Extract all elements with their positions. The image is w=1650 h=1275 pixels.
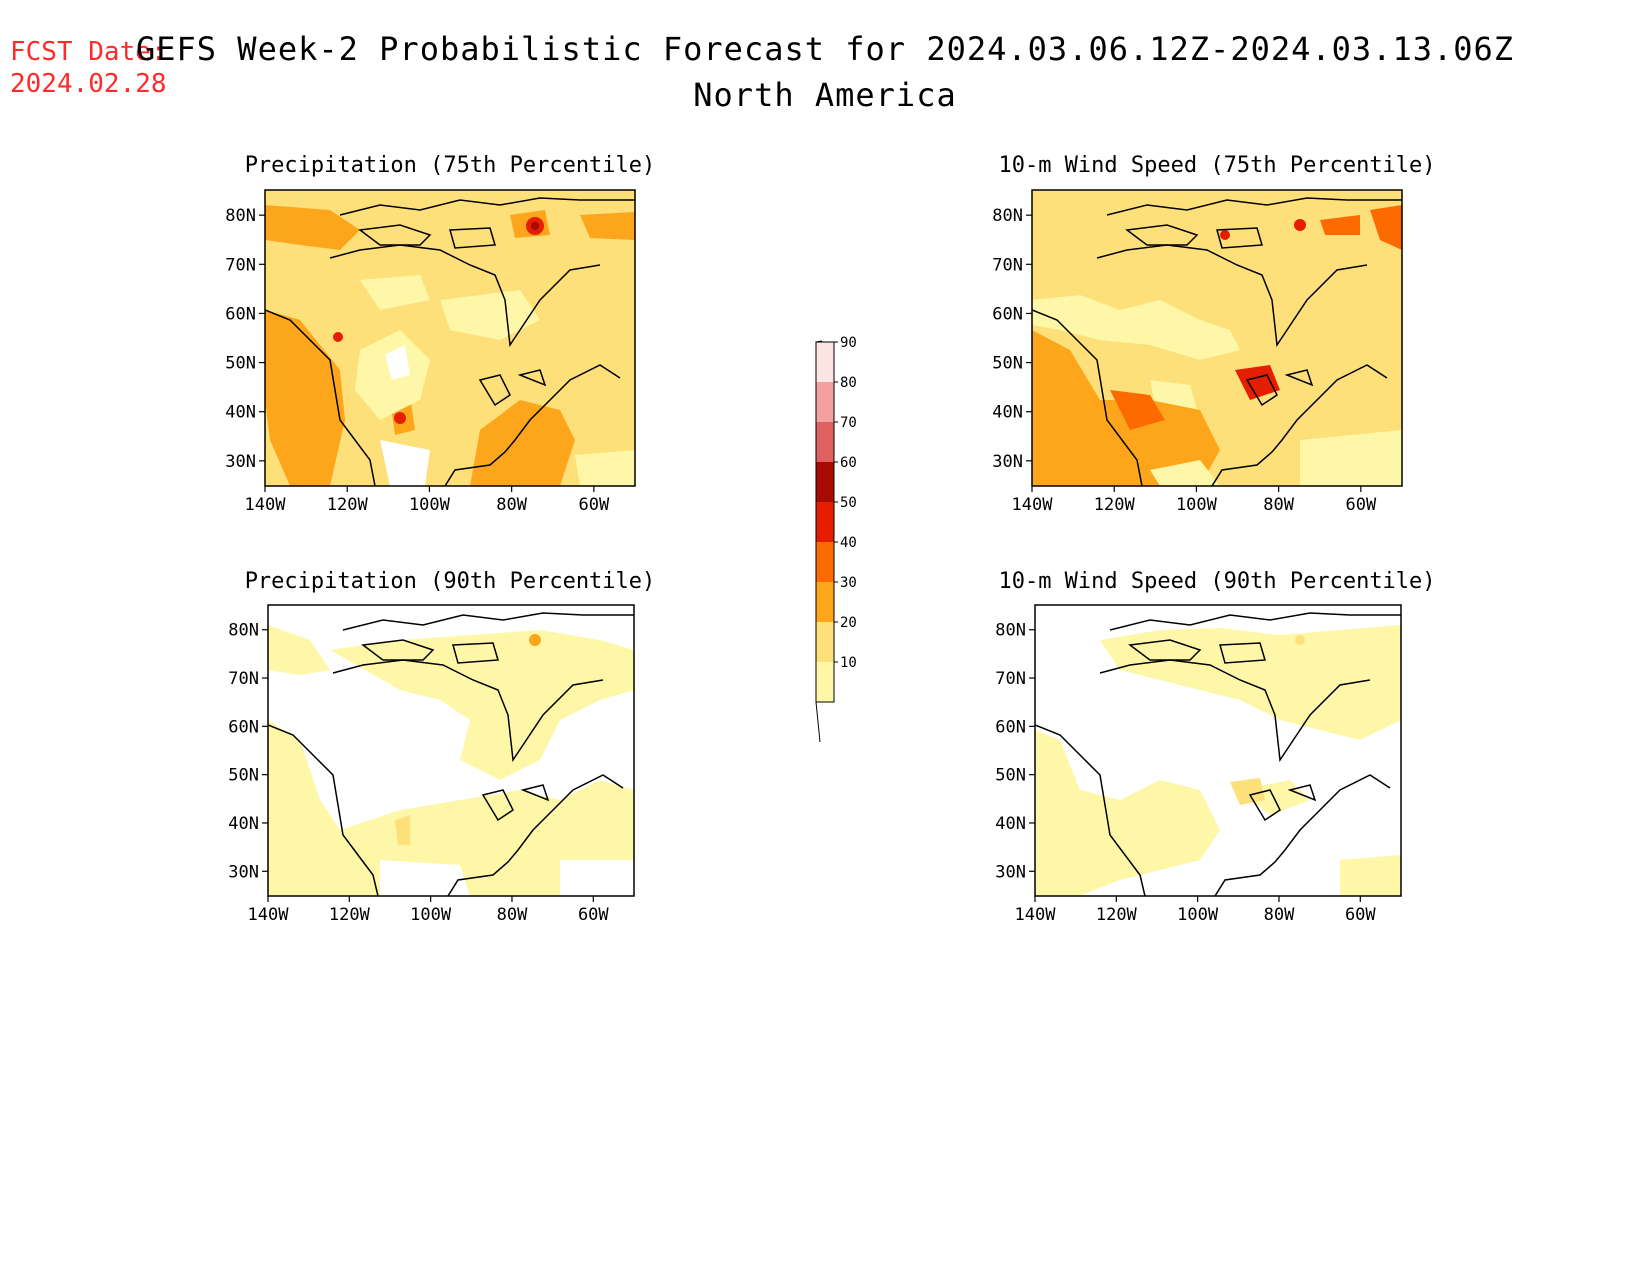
colorbar-swatch bbox=[816, 502, 834, 542]
lat-tick-label: 80N bbox=[995, 621, 1026, 641]
lat-tick-label: 80N bbox=[228, 621, 259, 641]
lon-tick-label: 100W bbox=[410, 905, 452, 925]
probability-field bbox=[268, 605, 634, 896]
lat-tick-label: 40N bbox=[228, 814, 259, 834]
coastline bbox=[265, 197, 635, 486]
lon-tick-label: 60W bbox=[578, 495, 609, 515]
lat-tick-label: 80N bbox=[225, 206, 256, 226]
lat-tick-label: 60N bbox=[228, 717, 259, 737]
lat-tick-label: 60N bbox=[225, 304, 256, 324]
axes-layer: 80N 70N 60N 50N 40N 30N 140W 120W 100W 80W 60W 80N 7… bbox=[225, 206, 1377, 925]
lon-tick-label: 120W bbox=[329, 905, 371, 925]
forecast-date-value: 2024.02.28 bbox=[10, 69, 167, 99]
colorbar-label: 90 bbox=[840, 335, 857, 351]
colorbar-label: 50 bbox=[840, 495, 857, 511]
lon-tick-label: 100W bbox=[1177, 905, 1219, 925]
panel-wind-75: 10-m Wind Speed (75th Percentile) bbox=[998, 153, 1436, 487]
colorbar-swatch bbox=[816, 542, 834, 582]
lat-tick-label: 40N bbox=[995, 814, 1026, 834]
lon-tick-label: 60W bbox=[1345, 905, 1376, 925]
lat-tick-label: 40N bbox=[992, 403, 1023, 423]
lon-tick-label: 80W bbox=[1263, 495, 1294, 515]
lat-tick-label: 40N bbox=[225, 403, 256, 423]
colorbar: 10 20 30 40 50 60 70 80 90 bbox=[815, 335, 857, 743]
colorbar-swatch bbox=[816, 422, 834, 462]
lat-tick-label: 70N bbox=[992, 255, 1023, 275]
lat-tick-label: 50N bbox=[225, 354, 256, 374]
lat-tick-label: 50N bbox=[228, 766, 259, 786]
lat-tick-label: 70N bbox=[225, 255, 256, 275]
colorbar-label: 40 bbox=[840, 535, 857, 551]
panel-precip-90: Precipitation (90th Percentile) bbox=[245, 569, 656, 897]
colorbar-label: 80 bbox=[840, 375, 857, 391]
lon-tick-label: 140W bbox=[248, 905, 290, 925]
lon-tick-label: 60W bbox=[578, 905, 609, 925]
panel-precip-75: Precipitation (75th Percentile) bbox=[245, 153, 656, 487]
lat-tick-label: 50N bbox=[992, 354, 1023, 374]
colorbar-swatch bbox=[816, 662, 834, 702]
lat-tick-label: 30N bbox=[225, 452, 256, 472]
lon-tick-label: 140W bbox=[1015, 905, 1057, 925]
forecast-date-block: FCST Date: 2024.02.28 bbox=[10, 36, 167, 100]
colorbar-label: 70 bbox=[840, 415, 857, 431]
lon-tick-label: 100W bbox=[409, 495, 451, 515]
colorbar-label: 30 bbox=[840, 575, 857, 591]
colorbar-label: 20 bbox=[840, 615, 857, 631]
probability-field bbox=[265, 190, 635, 486]
colorbar-swatch bbox=[816, 382, 834, 422]
colorbar-lower-cap bbox=[815, 701, 821, 743]
page-subtitle: North America bbox=[693, 76, 957, 114]
lat-tick-label: 30N bbox=[995, 862, 1026, 882]
panel-title: Precipitation (90th Percentile) bbox=[245, 569, 656, 594]
lon-tick-label: 140W bbox=[1012, 495, 1054, 515]
forecast-date-label: FCST Date: bbox=[10, 37, 167, 67]
lat-tick-label: 70N bbox=[995, 669, 1026, 689]
lon-tick-label: 80W bbox=[496, 495, 527, 515]
panel-wind-90: 10-m Wind Speed (90th Percentile) bbox=[998, 569, 1436, 897]
lon-tick-label: 120W bbox=[1094, 495, 1136, 515]
lat-tick-label: 30N bbox=[228, 862, 259, 882]
lat-tick-label: 80N bbox=[992, 206, 1023, 226]
lat-tick-label: 70N bbox=[228, 669, 259, 689]
coastline bbox=[1032, 197, 1402, 486]
panel-title: Precipitation (75th Percentile) bbox=[245, 153, 656, 178]
lon-tick-label: 120W bbox=[327, 495, 369, 515]
lon-tick-label: 140W bbox=[245, 495, 287, 515]
probability-field bbox=[1035, 605, 1401, 896]
panel-title: 10-m Wind Speed (90th Percentile) bbox=[998, 569, 1435, 594]
lon-tick-label: 80W bbox=[1264, 905, 1295, 925]
probability-field bbox=[1032, 190, 1402, 486]
lat-tick-label: 60N bbox=[995, 717, 1026, 737]
panel-title: 10-m Wind Speed (75th Percentile) bbox=[998, 153, 1435, 178]
colorbar-swatch bbox=[816, 622, 834, 662]
page-title: GEFS Week-2 Probabilistic Forecast for 2… bbox=[135, 30, 1515, 68]
lat-tick-label: 30N bbox=[992, 452, 1023, 472]
lon-tick-label: 80W bbox=[497, 905, 528, 925]
coastline bbox=[268, 612, 634, 896]
colorbar-frame bbox=[815, 341, 835, 703]
coastline bbox=[1035, 612, 1401, 896]
lon-tick-label: 60W bbox=[1345, 495, 1376, 515]
colorbar-swatch bbox=[816, 462, 834, 502]
lat-tick-label: 50N bbox=[995, 766, 1026, 786]
colorbar-swatch bbox=[816, 342, 834, 382]
lon-tick-label: 120W bbox=[1096, 905, 1138, 925]
colorbar-label: 60 bbox=[840, 455, 857, 471]
colorbar-swatch bbox=[816, 582, 834, 622]
lat-tick-label: 60N bbox=[992, 304, 1023, 324]
colorbar-label: 10 bbox=[840, 655, 857, 671]
lon-tick-label: 100W bbox=[1176, 495, 1218, 515]
